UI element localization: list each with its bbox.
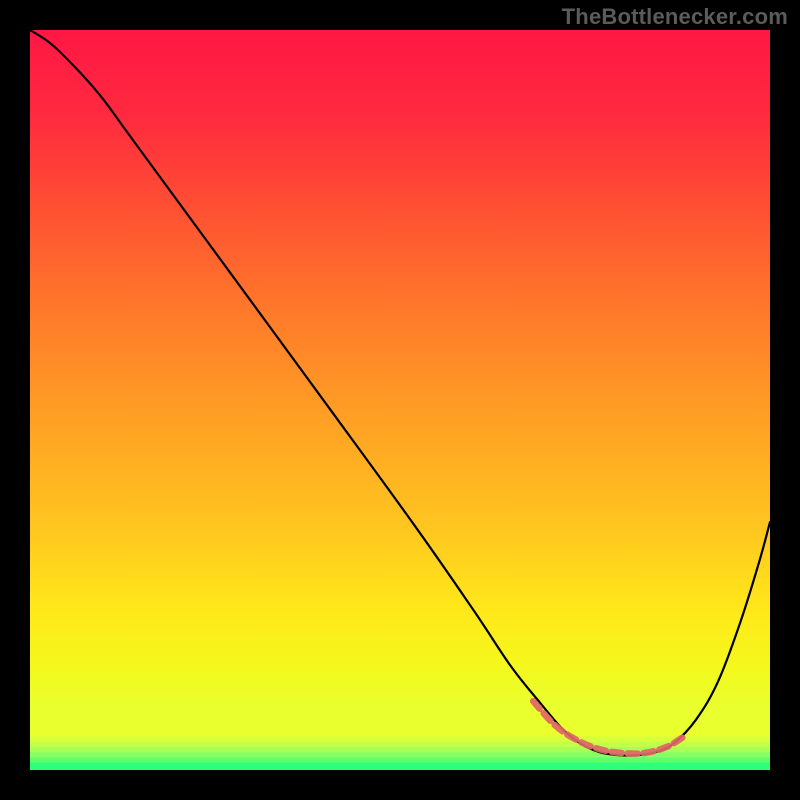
- chart-frame: TheBottlenecker.com: [0, 0, 800, 800]
- watermark-text: TheBottlenecker.com: [562, 4, 788, 30]
- bottleneck-chart: [30, 30, 770, 770]
- background-band: [30, 763, 770, 770]
- background-gradient: [30, 30, 770, 738]
- background-band: [30, 752, 770, 758]
- background-band: [30, 757, 770, 763]
- plot-area: [30, 30, 770, 770]
- background-band: [30, 737, 770, 743]
